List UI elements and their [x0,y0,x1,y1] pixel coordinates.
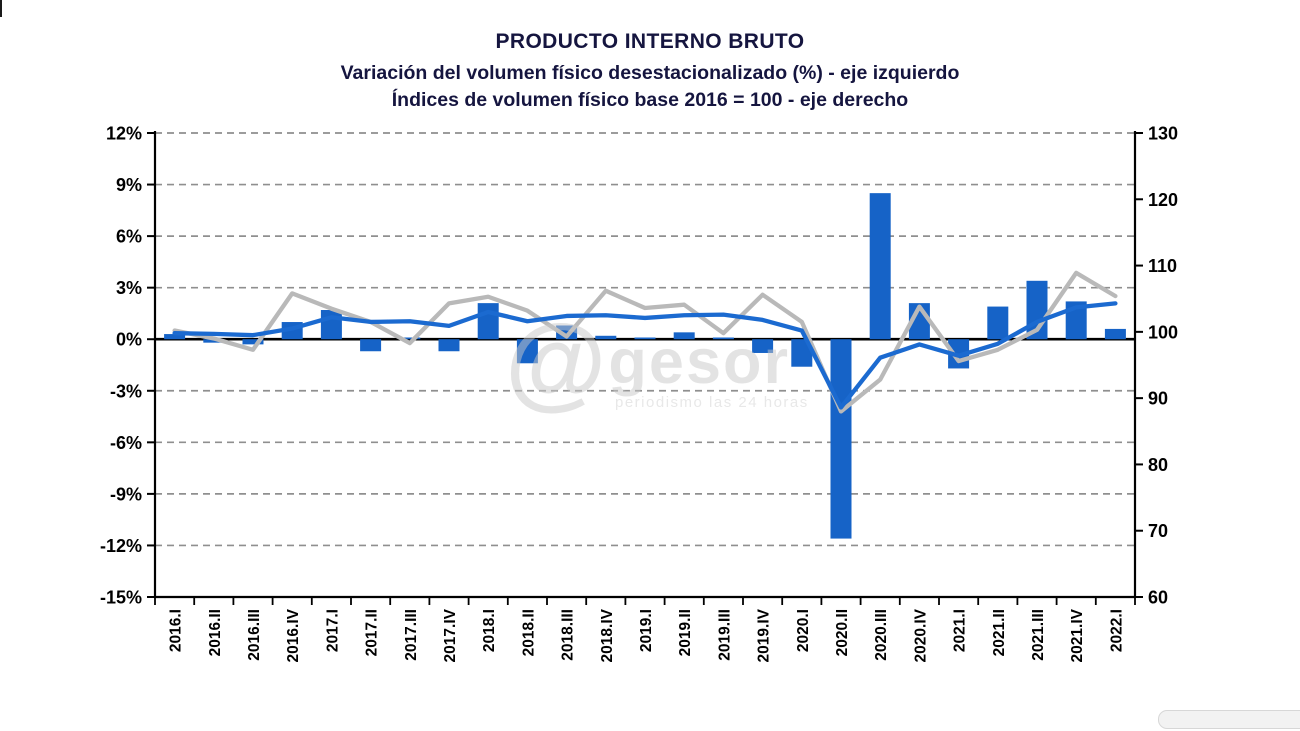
chart-subtitle-left-axis: Variación del volumen físico desestacion… [340,62,960,84]
svg-text:-3%: -3% [110,381,142,401]
left-edge-mark [0,0,2,17]
svg-text:2016.III: 2016.III [246,609,263,661]
svg-text:2020.I: 2020.I [795,609,812,652]
svg-text:2017.III: 2017.III [403,609,420,661]
svg-text:130: 130 [1148,124,1178,144]
svg-text:2019.III: 2019.III [716,609,733,661]
svg-text:100: 100 [1148,322,1178,342]
svg-text:2018.I: 2018.I [481,609,498,652]
svg-text:2018.IV: 2018.IV [599,608,616,662]
svg-text:2018.II: 2018.II [520,609,537,656]
svg-text:6%: 6% [116,227,142,247]
svg-text:2022.I: 2022.I [1108,609,1125,652]
chart-title: PRODUCTO INTERNO BRUTO [495,30,805,53]
svg-text:2017.II: 2017.II [364,609,381,656]
svg-text:2018.III: 2018.III [560,609,577,661]
svg-text:2016.IV: 2016.IV [285,608,302,662]
svg-text:2017.IV: 2017.IV [442,608,459,662]
svg-text:2016.II: 2016.II [207,609,224,656]
svg-text:-12%: -12% [100,536,142,556]
svg-text:2019.IV: 2019.IV [756,608,773,662]
svg-text:9%: 9% [116,175,142,195]
svg-text:2020.IV: 2020.IV [912,608,929,662]
svg-text:2016.I: 2016.I [168,609,185,652]
svg-text:2020.II: 2020.II [834,609,851,656]
svg-text:2019.I: 2019.I [638,609,655,652]
chart-header: PRODUCTO INTERNO BRUTO Variación del vol… [0,30,1300,114]
svg-text:60: 60 [1148,588,1168,608]
chart-subtitle-right-axis: Índices de volumen físico base 2016 = 10… [391,89,909,111]
svg-text:110: 110 [1148,256,1177,276]
svg-text:2021.I: 2021.I [952,609,969,652]
svg-text:2021.III: 2021.III [1030,609,1047,661]
svg-text:-15%: -15% [100,588,142,608]
svg-text:0%: 0% [116,330,142,350]
scrollbar-thumb[interactable] [1158,710,1300,729]
svg-text:2020.III: 2020.III [873,609,890,661]
svg-text:-6%: -6% [110,433,142,453]
svg-text:120: 120 [1148,190,1178,210]
svg-text:2021.IV: 2021.IV [1069,608,1086,662]
svg-text:2021.II: 2021.II [991,609,1008,656]
svg-text:2019.II: 2019.II [677,609,694,656]
svg-text:2017.I: 2017.I [324,609,341,652]
svg-text:-9%: -9% [110,484,142,504]
svg-text:12%: 12% [106,124,142,144]
svg-text:70: 70 [1148,521,1168,541]
svg-text:80: 80 [1148,455,1168,475]
svg-text:3%: 3% [116,278,142,298]
svg-text:90: 90 [1148,389,1168,409]
